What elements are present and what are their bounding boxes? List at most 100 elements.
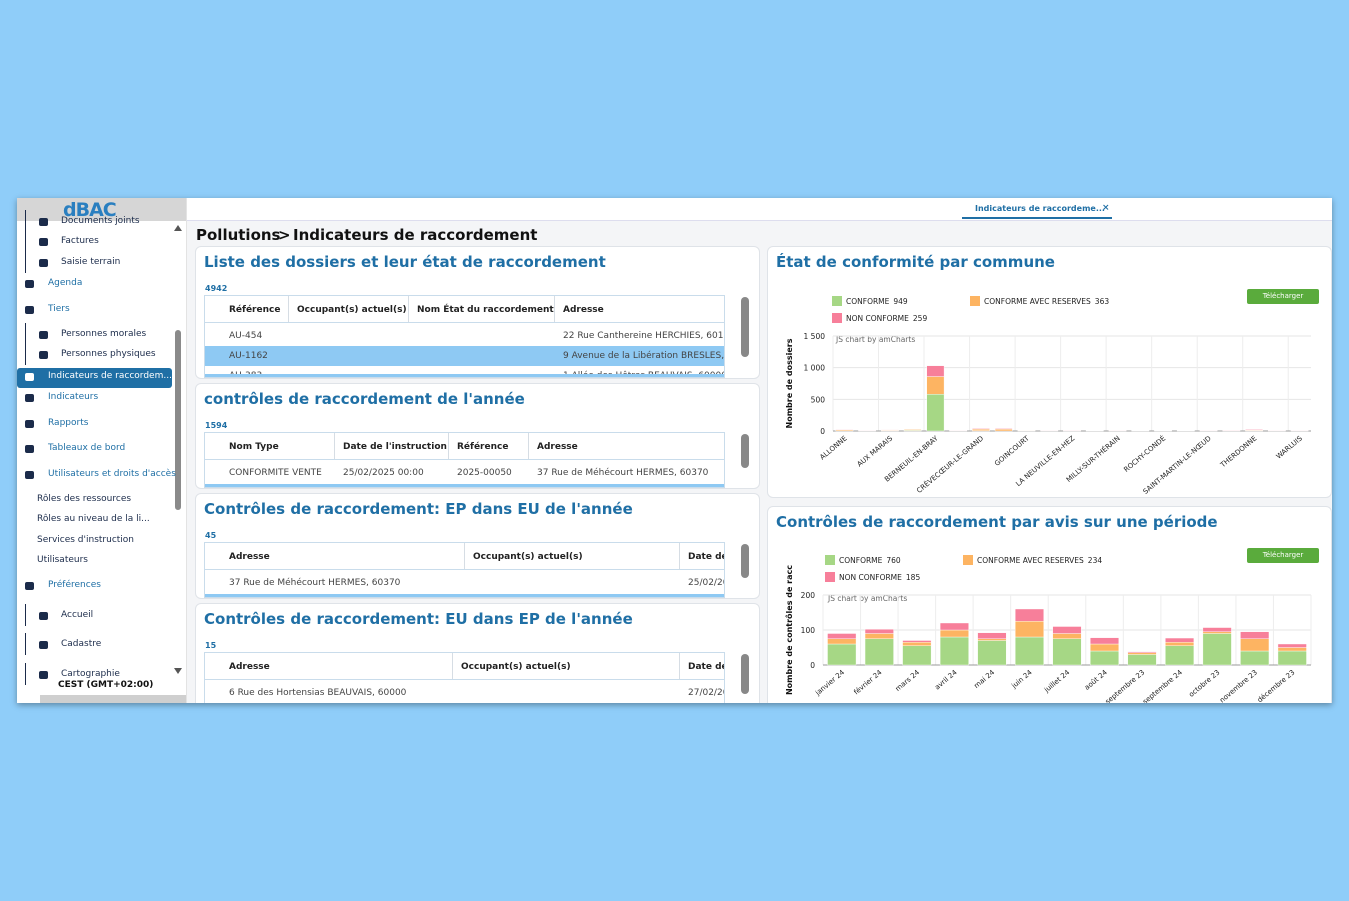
column-header[interactable]: Nom Type	[229, 442, 279, 452]
column-header[interactable]: Adresse	[229, 662, 270, 672]
column-header[interactable]: Occupant(s) actuel(s)	[461, 662, 571, 672]
menu-item[interactable]: Rôles des ressources	[37, 494, 132, 504]
column-header[interactable]: Nom État du raccordement	[417, 305, 554, 315]
column-header[interactable]: Référence	[457, 442, 509, 452]
legend-label: CONFORME	[839, 556, 883, 565]
bar-segment	[994, 428, 1013, 430]
table-header	[205, 543, 724, 570]
column-header[interactable]: Date de	[688, 662, 725, 672]
table-row[interactable]: CONFORMITE VENTE 25/02/2025 00:00 2025-000…	[205, 463, 724, 483]
column-header[interactable]: Adresse	[563, 305, 604, 315]
tab-close[interactable]: ×	[1102, 203, 1110, 213]
bar-segment	[864, 629, 894, 634]
download-button[interactable]: Télécharger	[1247, 548, 1319, 563]
column-header[interactable]: Occupant(s) actuel(s)	[473, 552, 583, 562]
menu-item[interactable]: Cadastre	[61, 639, 102, 649]
bar-segment	[1165, 645, 1195, 666]
menu-item[interactable]: Personnes physiques	[61, 349, 156, 359]
tab-underline	[962, 217, 1112, 219]
y-axis-title: Nombre de dossiers	[785, 338, 794, 428]
download-button[interactable]: Télécharger	[1247, 289, 1319, 304]
column-header[interactable]: Adresse	[537, 442, 578, 452]
menu-item[interactable]: Rapports	[48, 418, 89, 428]
menu-item[interactable]: Cartographie	[61, 669, 120, 679]
menu-item[interactable]: Indicateurs	[48, 392, 99, 402]
table-row[interactable]: AU-454 22 Rue Canthereine HERCHIES, 60112	[205, 326, 724, 346]
table-row[interactable]: 6 Rue des Hortensias BEAUVAIS, 60000 27/0…	[205, 683, 724, 703]
menu-icon	[25, 373, 34, 381]
scroll-up	[174, 225, 182, 231]
bar-segment	[1090, 650, 1120, 666]
column-separator	[464, 543, 465, 569]
column-header[interactable]: Occupant(s) actuel(s)	[297, 305, 407, 315]
menu-icon	[25, 394, 34, 402]
menu-item[interactable]: Services d'instruction	[37, 535, 135, 545]
menu-item[interactable]: Préférences	[48, 580, 101, 590]
menu-item[interactable]: Factures	[61, 236, 99, 246]
bar-segment	[977, 640, 1007, 666]
sidebar: dBAC Documents joints Factures Saisie terr…	[17, 198, 187, 703]
tab-bar	[17, 198, 1332, 221]
bar-segment	[926, 365, 945, 377]
y-axis-title: Nombre de contrôles de racc	[784, 565, 794, 695]
bar-segment	[1202, 631, 1232, 634]
table-row[interactable]: AU-1162 9 Avenue de la Libération BRESLES…	[205, 346, 724, 366]
bar-segment	[977, 638, 1007, 641]
bar-segment	[827, 633, 857, 639]
y-tick-label: 1 500	[804, 332, 826, 341]
legend-total: 363	[1095, 297, 1110, 306]
panel-title: Liste des dossiers et leur état de racco…	[204, 253, 606, 271]
menu-item[interactable]: Utilisateurs	[37, 555, 88, 565]
menu-item[interactable]: Tableaux de bord	[48, 443, 126, 453]
breadcrumb-separator: >	[278, 226, 291, 244]
bar-segment	[902, 645, 932, 666]
column-header[interactable]: Adresse	[229, 552, 270, 562]
tab[interactable]: Indicateurs de raccordeme...	[975, 204, 1105, 213]
column-header[interactable]: Référence	[229, 305, 281, 315]
menu-icon	[39, 259, 48, 267]
legend-total: 949	[893, 297, 908, 306]
breadcrumb-current: Indicateurs de raccordement	[293, 226, 538, 244]
legend-label: CONFORME AVEC RESERVES	[984, 297, 1091, 306]
bar-segment	[864, 633, 894, 639]
x-tick-label: février 24	[852, 668, 884, 696]
x-tick-label: août 24	[1083, 668, 1109, 692]
menu-item[interactable]: Utilisateurs et droits d'accès	[48, 469, 176, 479]
bar-segment	[1165, 637, 1195, 643]
table-bottom-bar	[205, 484, 724, 487]
menu-icon	[25, 445, 34, 453]
table-row[interactable]: 37 Rue de Méhécourt HERMES, 60370 25/02/2…	[205, 573, 724, 593]
menu-item[interactable]: Rôles au niveau de la li...	[37, 514, 150, 524]
bar-segment	[827, 638, 857, 645]
logo[interactable]: dBAC	[63, 199, 117, 221]
menu-item[interactable]: Personnes morales	[61, 329, 147, 339]
column-header[interactable]: Date de l'instruction	[343, 442, 447, 452]
column-header[interactable]: Date de	[688, 552, 725, 562]
table-cell: 6 Rue des Hortensias BEAUVAIS, 60000	[229, 688, 407, 698]
table-panel: Contrôles de raccordement: EP dans EU de…	[195, 493, 760, 599]
x-tick-label: ROCHY-CONDÉ	[1122, 434, 1168, 474]
table-panel: contrôles de raccordement de l'année 1594…	[195, 383, 760, 489]
menu-item[interactable]: Tiers	[48, 304, 70, 314]
tree-line	[25, 230, 26, 252]
menu-item[interactable]: Agenda	[48, 278, 83, 288]
menu-item[interactable]: Accueil	[61, 610, 94, 620]
legend-total: 185	[906, 573, 921, 582]
table-bottom-bar	[205, 594, 724, 597]
menu-item[interactable]: Indicateurs de raccordem...	[48, 371, 172, 381]
menu-item[interactable]: Documents joints	[61, 216, 140, 226]
bar-segment	[1277, 647, 1307, 652]
x-tick-label: juin 24	[1010, 668, 1035, 690]
legend-swatch	[825, 555, 835, 565]
legend-label: NON CONFORME	[839, 573, 902, 582]
menu-item[interactable]: Saisie terrain	[61, 257, 121, 267]
bar-segment	[939, 636, 969, 666]
sidebar-scrollbar	[175, 330, 181, 510]
table-panel: Contrôles de raccordement: EU dans EP de…	[195, 603, 760, 703]
panel-title: État de conformité par commune	[776, 253, 1055, 271]
data-table: Nom Type Date de l'instruction Référence Ad…	[204, 432, 725, 488]
breadcrumb-parent[interactable]: Pollutions	[196, 226, 281, 244]
bar-segment	[1127, 654, 1157, 666]
bar-segment	[1014, 608, 1044, 622]
